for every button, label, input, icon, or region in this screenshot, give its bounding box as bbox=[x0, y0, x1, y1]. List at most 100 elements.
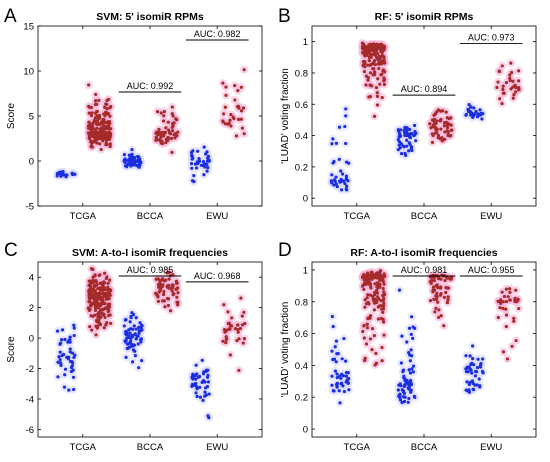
data-point bbox=[104, 141, 108, 145]
data-point bbox=[508, 73, 512, 77]
data-point bbox=[445, 123, 449, 128]
data-point bbox=[504, 81, 509, 85]
data-point bbox=[108, 114, 112, 118]
data-point bbox=[408, 353, 412, 357]
group-ewu-tumor bbox=[218, 65, 249, 141]
data-point bbox=[368, 83, 373, 87]
data-point bbox=[94, 92, 98, 97]
data-point bbox=[107, 292, 111, 296]
data-point bbox=[506, 295, 510, 299]
data-point bbox=[330, 314, 334, 319]
data-point bbox=[92, 119, 97, 124]
data-point bbox=[242, 132, 246, 136]
data-point bbox=[428, 122, 432, 126]
data-point bbox=[512, 93, 516, 97]
data-point bbox=[471, 387, 475, 391]
data-point bbox=[167, 128, 171, 132]
data-point bbox=[139, 340, 143, 344]
data-point bbox=[56, 360, 60, 364]
y-axis-label: Score bbox=[6, 336, 17, 363]
data-point bbox=[379, 277, 383, 282]
data-point bbox=[207, 159, 211, 163]
data-point bbox=[242, 337, 247, 341]
data-point bbox=[97, 273, 101, 277]
data-point bbox=[228, 118, 232, 122]
group-ewu-normal bbox=[461, 341, 488, 397]
data-point bbox=[409, 381, 413, 385]
y-tick-label: 0.8 bbox=[295, 297, 308, 308]
data-point bbox=[375, 288, 379, 292]
data-point bbox=[206, 380, 211, 384]
data-point bbox=[396, 388, 400, 392]
data-point bbox=[407, 396, 411, 401]
data-point bbox=[365, 296, 369, 300]
data-point bbox=[435, 294, 439, 299]
data-point bbox=[90, 123, 94, 127]
panel-title: RF: 5' isomiR RPMs bbox=[375, 11, 474, 23]
group-tcga-normal bbox=[53, 320, 80, 395]
data-point bbox=[403, 133, 407, 137]
data-point bbox=[127, 346, 131, 350]
x-tick-label: TCGA bbox=[344, 211, 371, 222]
data-point bbox=[406, 400, 410, 404]
data-point bbox=[167, 270, 171, 274]
data-point bbox=[124, 318, 128, 322]
data-point bbox=[60, 172, 64, 176]
group-bcca-normal bbox=[394, 285, 419, 407]
data-point bbox=[436, 133, 441, 138]
data-point bbox=[107, 305, 112, 309]
panel-b: B RF: 5' isomiR RPMs 0 0.2 0.4 0.6 0.8 1 TCGA BCC… bbox=[278, 6, 537, 222]
data-point bbox=[403, 379, 407, 383]
data-point bbox=[205, 375, 210, 379]
data-point bbox=[409, 390, 413, 394]
data-point bbox=[176, 130, 180, 134]
data-point bbox=[169, 309, 173, 313]
data-point bbox=[408, 136, 413, 140]
data-point bbox=[382, 290, 386, 294]
data-point bbox=[97, 98, 101, 103]
data-point bbox=[471, 344, 475, 348]
data-point bbox=[107, 127, 111, 131]
data-point bbox=[409, 332, 413, 336]
panel-title: RF: A-to-I isomiR frequencies bbox=[350, 247, 497, 259]
data-point bbox=[98, 131, 102, 135]
data-point bbox=[339, 376, 343, 380]
data-point bbox=[164, 126, 168, 130]
data-point bbox=[449, 133, 453, 138]
data-point bbox=[496, 315, 500, 320]
y-axis-label: Score bbox=[6, 103, 17, 130]
group-ewu-normal bbox=[187, 356, 214, 422]
data-point bbox=[97, 292, 101, 296]
data-point bbox=[496, 299, 500, 303]
data-point bbox=[431, 285, 436, 289]
data-point bbox=[369, 286, 373, 290]
data-point bbox=[190, 154, 194, 158]
data-point bbox=[478, 108, 482, 112]
data-point bbox=[206, 414, 210, 418]
y-tick-label: 0.4 bbox=[295, 131, 308, 142]
data-point bbox=[138, 321, 142, 325]
data-point bbox=[514, 90, 518, 94]
data-point bbox=[446, 295, 450, 299]
data-point bbox=[499, 298, 503, 302]
data-point bbox=[157, 127, 161, 131]
data-point bbox=[130, 148, 134, 152]
data-point bbox=[409, 131, 414, 136]
data-point bbox=[334, 382, 339, 387]
data-point bbox=[201, 398, 205, 402]
data-point bbox=[399, 152, 404, 156]
data-point bbox=[196, 149, 200, 153]
data-point bbox=[159, 111, 163, 115]
y-tick-label: 0.6 bbox=[295, 100, 308, 111]
data-point bbox=[401, 390, 406, 394]
data-point bbox=[444, 110, 448, 114]
data-point bbox=[202, 370, 206, 375]
data-point bbox=[230, 316, 234, 320]
data-point bbox=[439, 291, 443, 296]
data-point bbox=[197, 374, 202, 379]
data-point bbox=[224, 338, 228, 342]
y-tick-label: -2 bbox=[26, 364, 34, 375]
x-tick-label: TCGA bbox=[344, 442, 371, 453]
data-point bbox=[68, 338, 72, 342]
